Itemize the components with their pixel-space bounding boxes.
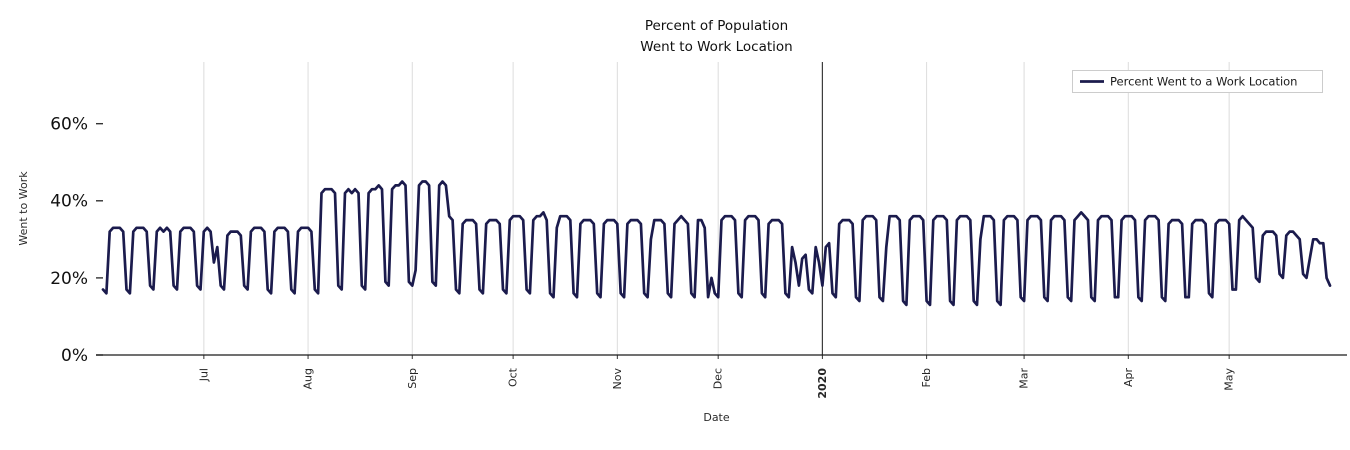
x-tick-label: Oct: [507, 367, 520, 387]
y-tick-label: 0%: [61, 346, 88, 366]
legend: Percent Went to a Work Location: [1072, 70, 1323, 93]
chart-title-line1: Percent of Population: [645, 18, 788, 34]
x-tick-label: Apr: [1122, 368, 1135, 388]
legend-box: [1072, 70, 1323, 93]
percent-went-to-work-line: [101, 180, 1332, 307]
x-tick-label: Nov: [611, 368, 624, 390]
x-tick-label: Feb: [920, 368, 933, 387]
y-tick-label: 20%: [50, 269, 88, 289]
x-tick-label: Aug: [302, 368, 315, 389]
x-tick-label: 2020: [816, 368, 829, 399]
chart-series-layer: [101, 180, 1332, 307]
legend-label: Percent Went to a Work Location: [1110, 75, 1297, 89]
y-axis-label: Went to Work: [17, 171, 30, 246]
x-tick-label: May: [1223, 368, 1236, 391]
x-tick-label: Mar: [1018, 368, 1031, 389]
chart-title-line2: Went to Work Location: [640, 39, 792, 55]
x-axis-label: Date: [703, 411, 730, 424]
x-tick-label: Dec: [712, 368, 725, 389]
x-tick-label: Sep: [406, 368, 419, 389]
x-tick-label: Jul: [197, 368, 210, 382]
y-tick-label: 60%: [50, 115, 88, 135]
chart-axes-layer: Jul Aug Sep Oct Nov Dec 2020 Feb Mar Apr May 0% 20% 4…: [50, 115, 1347, 399]
chart-grid-layer: [203, 62, 1230, 355]
y-tick-label: 40%: [50, 192, 88, 212]
